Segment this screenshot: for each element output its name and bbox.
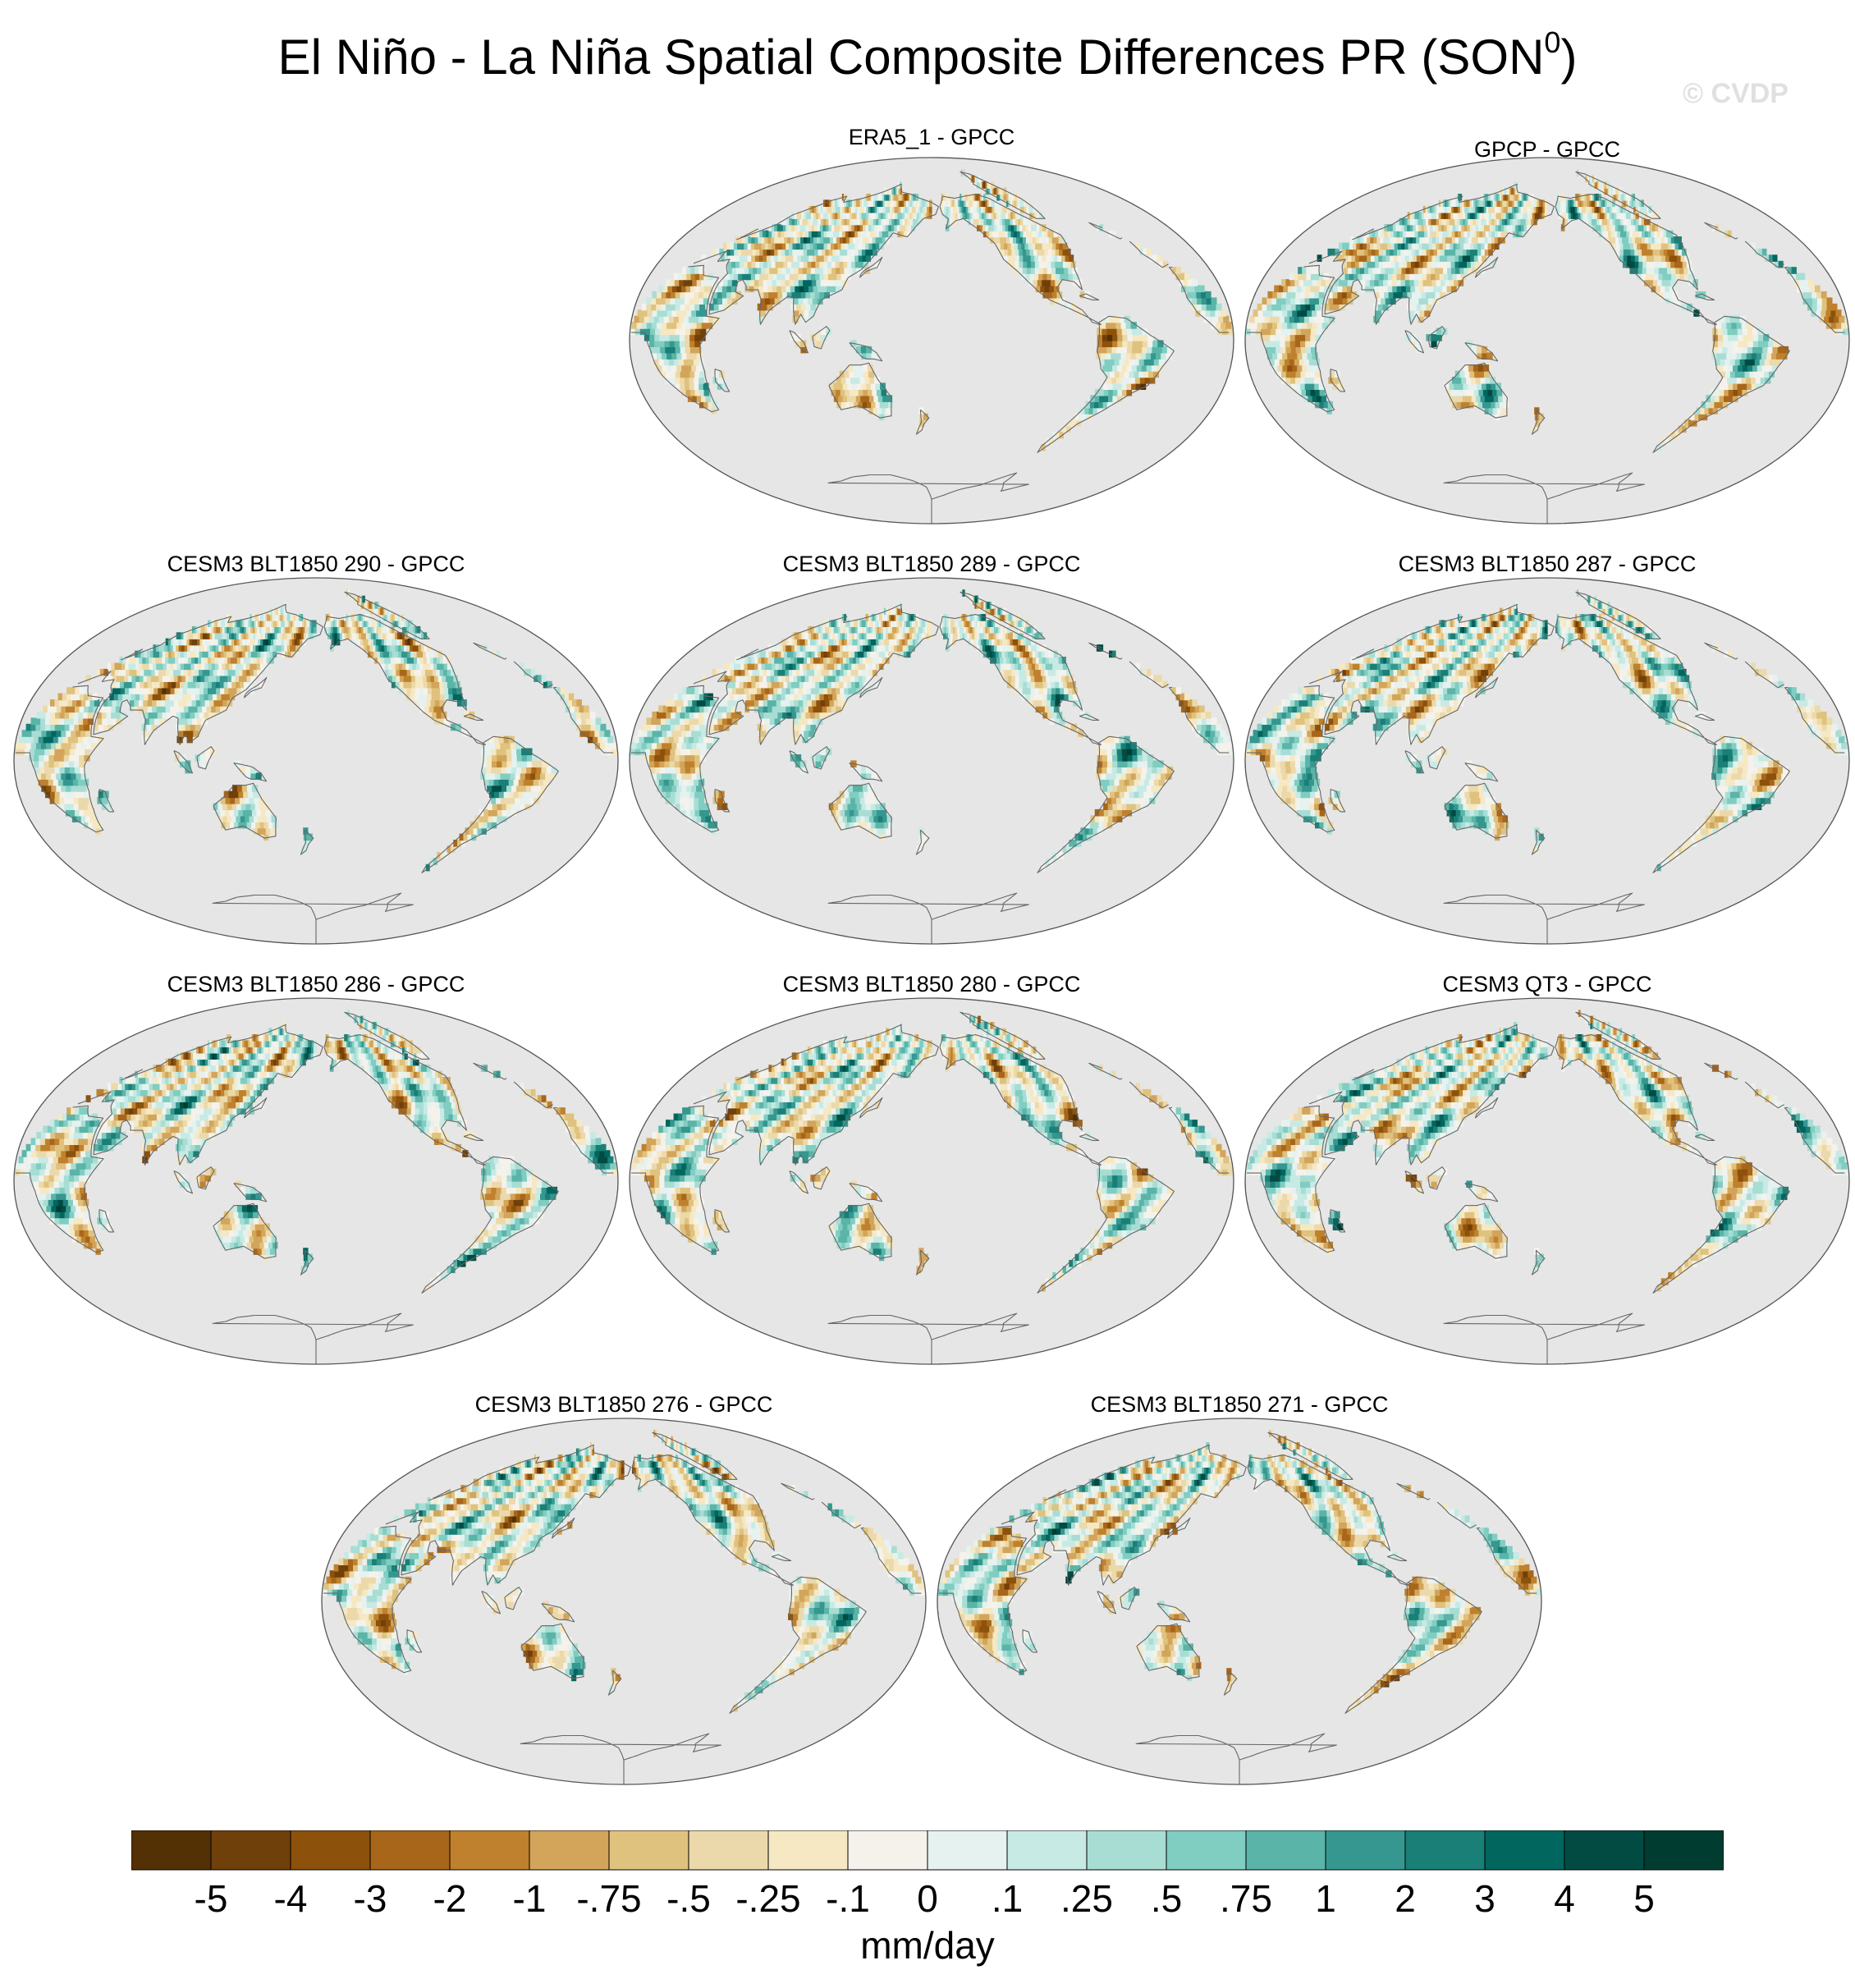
land-field — [630, 589, 1234, 944]
map-border — [629, 157, 1234, 524]
colorbar-segment — [1484, 1830, 1565, 1871]
colorbar-segment — [290, 1830, 371, 1871]
colorbar-tick-label: -3 — [354, 1876, 387, 1922]
colorbar-tick-label: -1 — [513, 1876, 547, 1922]
colorbar-segment — [1643, 1830, 1724, 1871]
coastlines — [1246, 591, 1845, 944]
colorbar-segment — [767, 1830, 849, 1871]
land-field — [1245, 169, 1849, 524]
colorbar-segment — [1006, 1830, 1088, 1871]
map-panel — [629, 577, 1234, 945]
colorbar-segment — [927, 1830, 1008, 1871]
colorbar-tick-label: 3 — [1474, 1876, 1495, 1922]
coastlines — [15, 1011, 614, 1364]
coastlines — [15, 591, 614, 944]
title-superscript: 0 — [1544, 25, 1560, 59]
map-border — [1244, 157, 1850, 524]
map-panel — [321, 1418, 927, 1785]
panel-label: CESM3 BLT1850 290 - GPCC — [12, 550, 620, 578]
colorbar-segment — [688, 1830, 769, 1871]
colorbar-tick-label: .75 — [1220, 1876, 1272, 1922]
map-panel — [1244, 577, 1850, 945]
colorbar-tick-label: -.5 — [666, 1876, 711, 1922]
colorbar — [131, 1830, 1724, 1871]
colorbar-tick-label: 4 — [1554, 1876, 1575, 1922]
title-text: El Niño - La Niña Spatial Composite Diff… — [278, 30, 1545, 85]
coastlines — [323, 1431, 922, 1784]
colorbar-tick-label: -.75 — [576, 1876, 641, 1922]
colorbar-tick-label: 5 — [1633, 1876, 1655, 1922]
coastlines — [938, 1431, 1537, 1784]
map-border — [321, 1418, 927, 1785]
colorbar-tick-label: -5 — [195, 1876, 228, 1922]
map-panel — [629, 997, 1234, 1365]
colorbar-tick-label: .1 — [992, 1876, 1023, 1922]
map-panel — [629, 157, 1234, 524]
map-border — [13, 997, 619, 1365]
colorbar-tick-label: -2 — [433, 1876, 467, 1922]
map-panel — [1244, 997, 1850, 1365]
land-field — [630, 1010, 1234, 1364]
land-field — [14, 1010, 618, 1364]
colorbar-segment — [131, 1830, 212, 1871]
colorbar-tick-label: -.25 — [735, 1876, 800, 1922]
coastlines — [630, 171, 1230, 524]
coastlines — [630, 1011, 1230, 1364]
coastlines — [630, 591, 1230, 944]
colorbar-tick-label: .5 — [1151, 1876, 1182, 1922]
panel-label: CESM3 QT3 - GPCC — [1244, 970, 1851, 998]
land-field — [630, 169, 1234, 524]
colorbar-segment — [1086, 1830, 1167, 1871]
map-border — [937, 1418, 1542, 1785]
map-border — [13, 577, 619, 945]
map-border — [629, 997, 1234, 1365]
colorbar-segment — [529, 1830, 610, 1871]
colorbar-tick-label: 2 — [1395, 1876, 1416, 1922]
map-panel — [13, 997, 619, 1365]
coastlines — [1246, 171, 1845, 524]
colorbar-segment — [449, 1830, 530, 1871]
colorbar-tick-label: -.1 — [826, 1876, 870, 1922]
map-border — [1244, 577, 1850, 945]
map-panel — [1244, 157, 1850, 524]
title-close: ) — [1560, 30, 1577, 85]
cvdp-watermark: © CVDP — [1683, 78, 1789, 110]
colorbar-segment — [1245, 1830, 1326, 1871]
colorbar-units: mm/day — [0, 1922, 1855, 1968]
panel-label: CESM3 BLT1850 289 - GPCC — [628, 550, 1235, 578]
colorbar-segment — [1166, 1830, 1247, 1871]
map-border — [1244, 997, 1850, 1365]
colorbar-tick-label: .25 — [1060, 1876, 1113, 1922]
colorbar-segment — [1325, 1830, 1406, 1871]
panel-label: CESM3 BLT1850 271 - GPCC — [936, 1390, 1543, 1418]
colorbar-segment — [608, 1830, 689, 1871]
colorbar-tick-label: 1 — [1315, 1876, 1336, 1922]
colorbar-segment — [1404, 1830, 1486, 1871]
panel-label: CESM3 BLT1850 276 - GPCC — [320, 1390, 928, 1418]
panel-label: CESM3 BLT1850 287 - GPCC — [1244, 550, 1851, 578]
colorbar-tick-label: 0 — [917, 1876, 938, 1922]
coastlines — [1246, 1011, 1845, 1364]
colorbar-segment — [210, 1830, 291, 1871]
panel-label: CESM3 BLT1850 286 - GPCC — [12, 970, 620, 998]
panel-label: ERA5_1 - GPCC — [628, 123, 1235, 151]
colorbar-segment — [369, 1830, 451, 1871]
panel-label: CESM3 BLT1850 280 - GPCC — [628, 970, 1235, 998]
colorbar-tick-label: -4 — [274, 1876, 308, 1922]
map-panel — [937, 1418, 1542, 1785]
land-field — [1245, 589, 1849, 944]
figure-title: El Niño - La Niña Spatial Composite Diff… — [0, 25, 1855, 90]
colorbar-segment — [847, 1830, 928, 1871]
colorbar-segment — [1564, 1830, 1645, 1871]
map-border — [629, 577, 1234, 945]
map-panel — [13, 577, 619, 945]
